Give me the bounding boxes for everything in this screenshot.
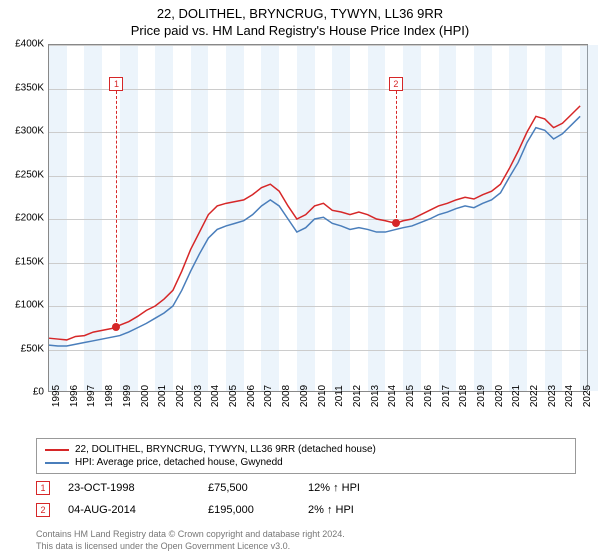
legend-swatch bbox=[45, 462, 69, 464]
sale-date: 04-AUG-2014 bbox=[68, 502, 208, 518]
callout-box: 1 bbox=[109, 77, 123, 91]
x-axis-label: 2003 bbox=[193, 385, 204, 407]
x-axis-label: 2019 bbox=[476, 385, 487, 407]
sale-row: 1 23-OCT-1998£75,50012% ↑ HPI bbox=[36, 480, 408, 496]
x-axis-label: 1999 bbox=[122, 385, 133, 407]
sale-price: £195,000 bbox=[208, 502, 308, 518]
sale-row-number: 2 bbox=[36, 503, 50, 517]
chart-lines-svg bbox=[49, 45, 587, 391]
x-axis-label: 2013 bbox=[370, 385, 381, 407]
y-axis-label: £50K bbox=[21, 343, 44, 354]
series-line-property bbox=[49, 106, 580, 340]
x-axis-label: 2016 bbox=[423, 385, 434, 407]
y-axis-label: £250K bbox=[15, 169, 44, 180]
legend-row: 22, DOLITHEL, BRYNCRUG, TYWYN, LL36 9RR … bbox=[45, 443, 567, 456]
x-axis-label: 2024 bbox=[564, 385, 575, 407]
x-axis-label: 1996 bbox=[69, 385, 80, 407]
legend-label: HPI: Average price, detached house, Gwyn… bbox=[75, 456, 283, 469]
sale-hpi-delta: 12% ↑ HPI bbox=[308, 480, 408, 496]
plot-area: 12 bbox=[48, 44, 588, 392]
x-axis-label: 2002 bbox=[175, 385, 186, 407]
x-axis-label: 2009 bbox=[299, 385, 310, 407]
sale-row-number: 1 bbox=[36, 481, 50, 495]
callout-line bbox=[396, 91, 397, 223]
x-axis-label: 2021 bbox=[511, 385, 522, 407]
x-axis-label: 2012 bbox=[352, 385, 363, 407]
x-axis-label: 2001 bbox=[157, 385, 168, 407]
sale-date: 23-OCT-1998 bbox=[68, 480, 208, 496]
legend-label: 22, DOLITHEL, BRYNCRUG, TYWYN, LL36 9RR … bbox=[75, 443, 376, 456]
x-axis-label: 2025 bbox=[582, 385, 593, 407]
x-axis-label: 2011 bbox=[334, 385, 345, 407]
series-line-hpi bbox=[49, 116, 580, 346]
y-axis-label: £350K bbox=[15, 82, 44, 93]
x-axis-label: 2014 bbox=[387, 385, 398, 407]
y-axis-label: £0 bbox=[33, 387, 44, 398]
legend-row: HPI: Average price, detached house, Gwyn… bbox=[45, 456, 567, 469]
x-axis-label: 2006 bbox=[246, 385, 257, 407]
callout-box: 2 bbox=[389, 77, 403, 91]
chart-title: 22, DOLITHEL, BRYNCRUG, TYWYN, LL36 9RR bbox=[0, 6, 600, 21]
x-axis-label: 2022 bbox=[529, 385, 540, 407]
sale-price: £75,500 bbox=[208, 480, 308, 496]
x-axis-label: 2023 bbox=[547, 385, 558, 407]
footer-line1: Contains HM Land Registry data © Crown c… bbox=[36, 528, 345, 540]
y-axis-label: £200K bbox=[15, 213, 44, 224]
chart-subtitle: Price paid vs. HM Land Registry's House … bbox=[0, 23, 600, 38]
x-axis-label: 1995 bbox=[51, 385, 62, 407]
x-axis-label: 2017 bbox=[441, 385, 452, 407]
y-axis-label: £300K bbox=[15, 126, 44, 137]
x-axis-label: 2010 bbox=[317, 385, 328, 407]
x-axis-label: 2020 bbox=[494, 385, 505, 407]
callout-line bbox=[116, 91, 117, 327]
legend: 22, DOLITHEL, BRYNCRUG, TYWYN, LL36 9RR … bbox=[36, 438, 576, 474]
x-axis-label: 1997 bbox=[86, 385, 97, 407]
x-axis-label: 2004 bbox=[210, 385, 221, 407]
x-axis-label: 2005 bbox=[228, 385, 239, 407]
x-axis-label: 2018 bbox=[458, 385, 469, 407]
x-axis-label: 2007 bbox=[263, 385, 274, 407]
chart-container: 22, DOLITHEL, BRYNCRUG, TYWYN, LL36 9RR … bbox=[0, 0, 600, 560]
footer-note: Contains HM Land Registry data © Crown c… bbox=[36, 528, 345, 552]
x-axis-label: 2015 bbox=[405, 385, 416, 407]
legend-swatch bbox=[45, 449, 69, 451]
sale-point-marker bbox=[112, 323, 120, 331]
sale-row: 2 04-AUG-2014£195,0002% ↑ HPI bbox=[36, 502, 408, 518]
y-axis-label: £400K bbox=[15, 39, 44, 50]
chart-title-block: 22, DOLITHEL, BRYNCRUG, TYWYN, LL36 9RR … bbox=[0, 0, 600, 38]
x-axis-label: 2008 bbox=[281, 385, 292, 407]
sale-hpi-delta: 2% ↑ HPI bbox=[308, 502, 408, 518]
y-axis-label: £100K bbox=[15, 300, 44, 311]
sale-point-marker bbox=[392, 219, 400, 227]
x-axis-label: 1998 bbox=[104, 385, 115, 407]
y-axis-label: £150K bbox=[15, 256, 44, 267]
x-axis-label: 2000 bbox=[140, 385, 151, 407]
footer-line2: This data is licensed under the Open Gov… bbox=[36, 540, 345, 552]
